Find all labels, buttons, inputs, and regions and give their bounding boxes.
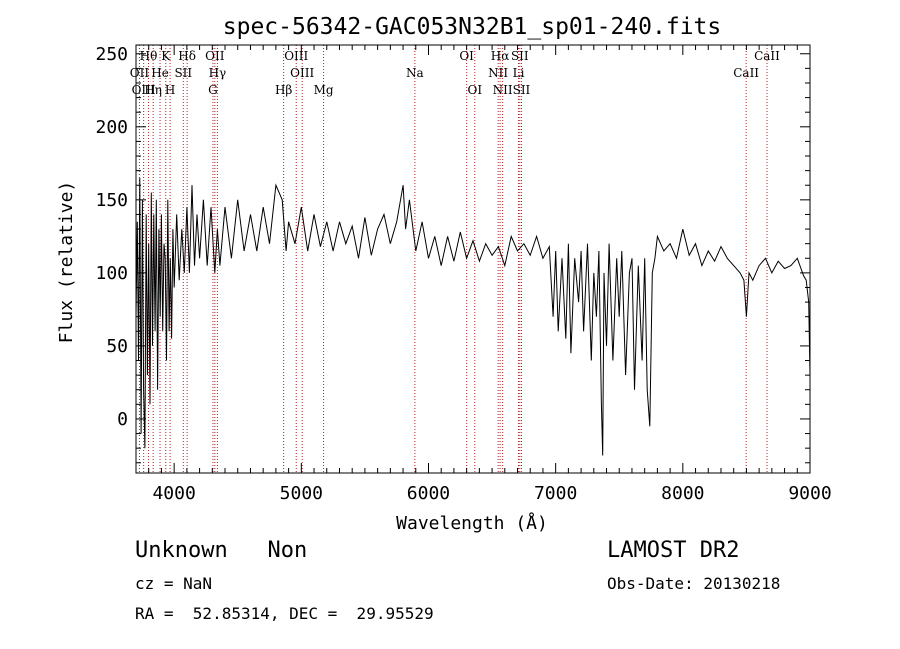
line-label: SII bbox=[511, 49, 529, 63]
y-tick-label: 200 bbox=[95, 117, 128, 138]
y-tick-label: 50 bbox=[106, 336, 128, 357]
survey-name: LAMOST DR2 bbox=[607, 538, 740, 563]
y-tick-label: 100 bbox=[95, 263, 128, 284]
y-axis-ticks: 0 50 100 150 200 250 bbox=[95, 44, 810, 464]
observation-date: Obs-Date: 20130218 bbox=[607, 574, 781, 593]
x-tick-label: 9000 bbox=[788, 483, 831, 504]
line-label: G bbox=[208, 83, 218, 97]
line-label: NII bbox=[493, 83, 513, 97]
line-label: K bbox=[161, 49, 171, 63]
line-label: OI bbox=[459, 49, 474, 63]
line-label: CaII bbox=[733, 66, 759, 80]
line-label: Hη bbox=[144, 83, 162, 97]
x-tick-label: 5000 bbox=[280, 483, 323, 504]
line-label: CaII bbox=[754, 49, 780, 63]
y-axis-label: Flux (relative) bbox=[56, 181, 77, 344]
line-label: Hδ bbox=[178, 49, 196, 63]
spectrum-line bbox=[135, 177, 811, 456]
line-label: Hβ bbox=[275, 83, 292, 97]
plot-frame bbox=[135, 44, 811, 474]
line-label: Hα bbox=[491, 49, 510, 63]
x-axis-label: Wavelength (Å) bbox=[396, 512, 548, 534]
x-tick-label: 7000 bbox=[534, 483, 577, 504]
y-tick-label: 0 bbox=[117, 409, 128, 430]
object-class: Unknown Non bbox=[135, 538, 308, 563]
y-tick-label: 150 bbox=[95, 190, 128, 211]
line-label: He bbox=[151, 66, 169, 80]
line-label: OI bbox=[467, 83, 482, 97]
line-label: Mg bbox=[314, 83, 334, 97]
chart-title: spec-56342-GAC053N32B1_sp01-240.fits bbox=[223, 14, 722, 40]
line-label: NII bbox=[488, 66, 508, 80]
line-label: Na bbox=[406, 66, 424, 80]
x-tick-label: 8000 bbox=[661, 483, 704, 504]
line-label: OIII bbox=[290, 66, 314, 80]
y-tick-label: 250 bbox=[95, 44, 128, 65]
line-label: Hγ bbox=[209, 66, 227, 80]
line-label: OII bbox=[130, 66, 150, 80]
redshift-cz: cz = NaN bbox=[135, 574, 213, 593]
x-tick-label: 4000 bbox=[152, 483, 195, 504]
line-label: Hθ bbox=[140, 49, 158, 63]
line-label: OII bbox=[205, 49, 225, 63]
line-label: OIII bbox=[132, 83, 156, 97]
line-label: SII bbox=[513, 83, 531, 97]
sky-coordinates: RA = 52.85314, DEC = 29.95529 bbox=[135, 604, 434, 623]
line-label: SII bbox=[174, 66, 192, 80]
x-tick-label: 6000 bbox=[407, 483, 450, 504]
line-label: H bbox=[165, 83, 175, 97]
line-label: Li bbox=[513, 66, 525, 80]
line-label: OIII bbox=[284, 49, 308, 63]
x-axis-ticks: 4000 5000 6000 7000 8000 9000 bbox=[135, 45, 832, 504]
